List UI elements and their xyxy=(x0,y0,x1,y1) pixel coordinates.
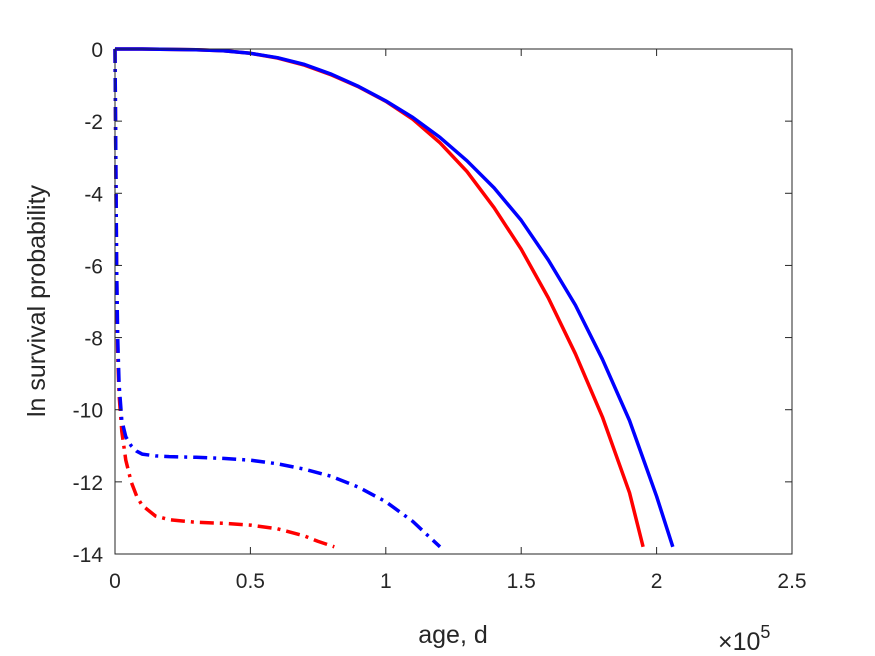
y-tick-label: -10 xyxy=(73,400,103,423)
y-tick-label: 0 xyxy=(91,39,103,62)
x-tick-label: 0.5 xyxy=(236,570,265,593)
x-tick-label: 0 xyxy=(109,570,121,593)
y-axis-label: ln survival probability xyxy=(23,184,51,417)
x-axis-label: age, d xyxy=(418,621,488,649)
x-ticks: 0 0.5 1 1.5 2 2.5 xyxy=(109,49,807,593)
x-multiplier-base: ×10 xyxy=(718,628,760,656)
y-tick-label: -8 xyxy=(84,328,103,351)
series-line-4-dashdot xyxy=(113,48,442,549)
axes-layer xyxy=(114,48,793,555)
x-tick-label: 2.5 xyxy=(777,570,806,593)
y-tick-label: -4 xyxy=(84,183,103,206)
x-tick-label: 1.5 xyxy=(507,570,536,593)
plot-background xyxy=(115,49,792,554)
x-tick-label: 1 xyxy=(380,570,392,593)
y-tick-label: -12 xyxy=(73,472,103,495)
series-layer xyxy=(113,47,675,549)
x-multiplier-exponent: 5 xyxy=(760,622,770,642)
y-tick-label: -14 xyxy=(73,544,104,567)
x-tick-label: 2 xyxy=(651,570,663,593)
y-tick-label: -2 xyxy=(84,111,103,134)
x-multiplier-label: ×105 xyxy=(718,622,770,656)
y-ticks: 0 -2 -4 -6 -8 -10 -12 -14 xyxy=(73,39,792,567)
series-line-2-solid xyxy=(115,47,675,548)
plot-frame xyxy=(114,48,793,555)
y-tick-label: -6 xyxy=(84,255,103,278)
